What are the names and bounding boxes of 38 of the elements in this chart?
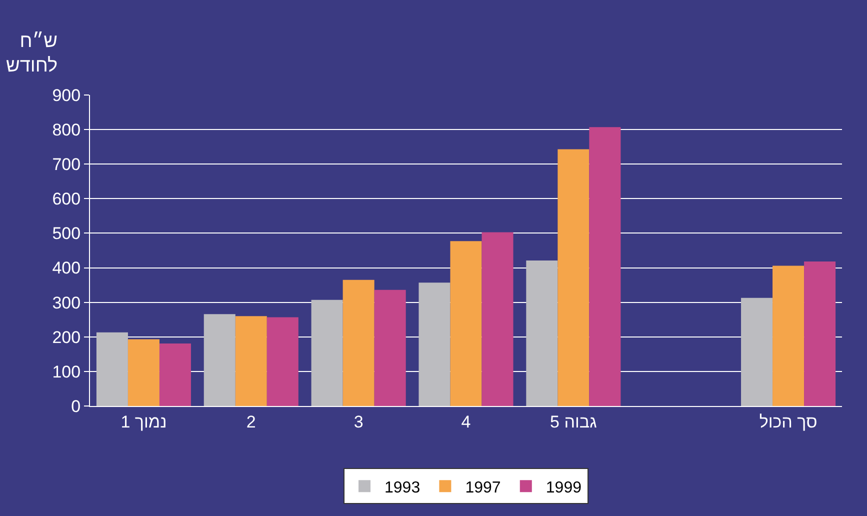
y-axis-title: ש״ח לחודש: [6, 31, 58, 77]
bar: [526, 260, 558, 406]
x-tick-label: גבוה 5: [550, 412, 597, 432]
bar: [159, 343, 191, 406]
bar: [128, 339, 160, 406]
x-tick-label: 4: [461, 412, 471, 432]
legend-label: 1997: [465, 479, 501, 496]
y-tick-label: 0: [71, 396, 81, 416]
y-tick-label: 700: [52, 155, 81, 174]
bar: [96, 332, 128, 406]
y-tick-label: 200: [52, 328, 81, 347]
bar: [374, 290, 406, 406]
bar: [311, 300, 343, 406]
x-tick-label: נמוך 1: [120, 412, 167, 432]
y-tick-label: 800: [52, 120, 81, 140]
bar: [235, 316, 267, 406]
bar: [482, 232, 514, 406]
y-tick-label: 300: [52, 293, 81, 312]
y-tick-label: 600: [52, 190, 81, 209]
bar: [558, 149, 590, 406]
bar: [804, 262, 836, 406]
x-tick-label: 3: [354, 412, 364, 432]
bar: [589, 127, 621, 406]
x-tick-label: סך הכול: [759, 412, 818, 432]
x-tick-label: 2: [246, 412, 256, 432]
bar: [266, 317, 298, 406]
bar: [204, 314, 236, 406]
bar: [741, 298, 773, 406]
y-tick-label: 400: [52, 258, 81, 278]
y-tick-label: 500: [52, 224, 81, 244]
legend-label: 1999: [546, 479, 582, 496]
bar: [342, 280, 374, 406]
y-tick-label: 900: [52, 86, 81, 105]
y-tick-label: 100: [52, 362, 81, 382]
bar: [450, 241, 482, 406]
legend-label: 1993: [384, 479, 420, 496]
bar: [772, 266, 804, 406]
bar: [418, 282, 450, 406]
